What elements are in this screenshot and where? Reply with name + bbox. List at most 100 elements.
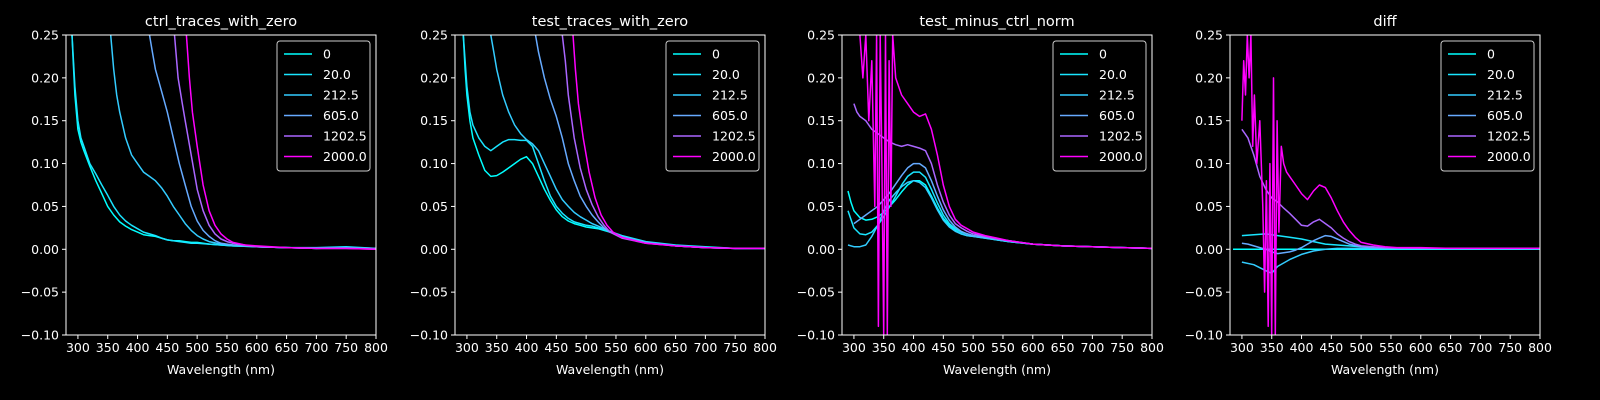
x-tick-label: 550 xyxy=(215,340,239,355)
y-tick-label: 0.20 xyxy=(807,70,835,85)
y-tick-label: −0.05 xyxy=(1185,285,1223,300)
x-tick-label: 800 xyxy=(1140,340,1164,355)
legend-label: 2000.0 xyxy=(1487,149,1531,164)
x-tick-label: 400 xyxy=(515,340,539,355)
legend: 0 20.0 212.5 605.0 1202.5 2000.0 xyxy=(665,40,760,172)
legend-box xyxy=(276,40,371,172)
y-tick-label: 0.00 xyxy=(1195,242,1223,257)
x-tick-label: 650 xyxy=(1439,340,1463,355)
legend: 0 20.0 212.5 605.0 1202.5 2000.0 xyxy=(1052,40,1147,172)
axes-frame xyxy=(65,34,377,336)
x-tick-label: 750 xyxy=(1110,340,1134,355)
x-tick-label: 750 xyxy=(1498,340,1522,355)
chart-panel-3: 300 350 400 450 500 550 600 650 700 750 800 −0.10 −0… xyxy=(797,14,1164,377)
series-group xyxy=(847,35,1152,335)
y-tick-label: 0.15 xyxy=(807,113,835,128)
y-tick-label: 0.25 xyxy=(807,28,835,43)
legend-box xyxy=(665,40,760,172)
series-group xyxy=(462,35,765,250)
series-line-2000-0 xyxy=(572,35,765,250)
y-tick-label: 0.05 xyxy=(420,199,448,214)
y-tick-label: 0.15 xyxy=(420,113,448,128)
x-tick-label: 700 xyxy=(693,340,717,355)
legend-box xyxy=(1052,40,1147,172)
x-tick-label: 600 xyxy=(634,340,658,355)
x-tick-label: 300 xyxy=(66,340,90,355)
x-tick-label: 350 xyxy=(485,340,509,355)
series-group xyxy=(1233,35,1540,335)
y-tick-label: 0.20 xyxy=(420,70,448,85)
x-tick-label: 300 xyxy=(842,340,866,355)
legend-label: 20.0 xyxy=(1487,67,1515,82)
legend-label: 20.0 xyxy=(712,67,740,82)
x-tick-label: 400 xyxy=(126,340,150,355)
series-line-2000-0 xyxy=(859,35,1152,335)
x-tick-label: 750 xyxy=(334,340,358,355)
legend: 0 20.0 212.5 605.0 1202.5 2000.0 xyxy=(276,40,371,172)
series-line-2000-0 xyxy=(185,35,376,251)
series-line-605-0 xyxy=(853,162,1152,250)
x-tick-label: 700 xyxy=(304,340,328,355)
legend-label: 0 xyxy=(1099,47,1107,62)
series-line-2000-0 xyxy=(1241,35,1540,335)
y-tick-label: −0.10 xyxy=(410,328,448,343)
chart-title: test_minus_ctrl_norm xyxy=(919,14,1074,30)
y-tick-label: 0.05 xyxy=(807,199,835,214)
legend-label: 605.0 xyxy=(712,108,748,123)
x-tick-label: 300 xyxy=(455,340,479,355)
x-tick-label: 600 xyxy=(1409,340,1433,355)
legend-label: 20.0 xyxy=(323,67,351,82)
y-tick-label: −0.10 xyxy=(21,328,59,343)
y-tick-label: 0.25 xyxy=(1195,28,1223,43)
x-tick-label: 550 xyxy=(604,340,628,355)
x-tick-label: 500 xyxy=(961,340,985,355)
series-line-20-0 xyxy=(847,171,1152,250)
x-tick-label: 450 xyxy=(931,340,955,355)
y-tick-label: −0.05 xyxy=(410,285,448,300)
x-tick-label: 500 xyxy=(1349,340,1373,355)
x-tick-label: 800 xyxy=(364,340,388,355)
legend-label: 0 xyxy=(1487,47,1495,62)
x-tick-label: 350 xyxy=(96,340,120,355)
legend-label: 2000.0 xyxy=(712,149,756,164)
x-tick-label: 550 xyxy=(1379,340,1403,355)
y-tick-label: 0.25 xyxy=(420,28,448,43)
y-tick-label: 0.05 xyxy=(1195,199,1223,214)
x-tick-label: 800 xyxy=(753,340,777,355)
x-tick-label: 350 xyxy=(1260,340,1284,355)
legend-box xyxy=(1440,40,1535,172)
x-tick-label: 650 xyxy=(664,340,688,355)
legend: 0 20.0 212.5 605.0 1202.5 2000.0 xyxy=(1440,40,1535,172)
x-tick-label: 650 xyxy=(275,340,299,355)
y-tick-label: −0.10 xyxy=(1185,328,1223,343)
axes-frame xyxy=(454,34,766,336)
y-tick-label: 0.10 xyxy=(807,156,835,171)
chart-title: ctrl_traces_with_zero xyxy=(145,14,297,30)
x-tick-label: 600 xyxy=(245,340,269,355)
y-tick-label: 0.25 xyxy=(31,28,59,43)
y-tick-label: −0.05 xyxy=(797,285,835,300)
y-tick-label: 0.15 xyxy=(1195,113,1223,128)
chart-panel-4: 300 350 400 450 500 550 600 650 700 750 800 −0.10 −0… xyxy=(1185,14,1552,377)
series-line-20-0 xyxy=(1241,233,1540,250)
legend-label: 0 xyxy=(712,47,720,62)
chart-title: diff xyxy=(1373,14,1397,30)
chart-panel-1: 300 350 400 450 500 550 600 650 700 750 800 −0.10 −0… xyxy=(21,14,388,377)
x-tick-label: 800 xyxy=(1528,340,1552,355)
x-tick-label: 600 xyxy=(1021,340,1045,355)
y-tick-label: 0.00 xyxy=(420,242,448,257)
legend-label: 605.0 xyxy=(1487,108,1523,123)
series-line-20-0 xyxy=(71,35,376,250)
x-tick-label: 700 xyxy=(1468,340,1492,355)
x-axis-label: Wavelength (nm) xyxy=(1331,362,1439,377)
x-tick-label: 300 xyxy=(1230,340,1254,355)
legend-label: 1202.5 xyxy=(1487,129,1531,144)
x-tick-label: 400 xyxy=(902,340,926,355)
x-tick-label: 400 xyxy=(1290,340,1314,355)
y-tick-label: 0.10 xyxy=(420,156,448,171)
y-tick-label: 0.05 xyxy=(31,199,59,214)
x-tick-label: 500 xyxy=(185,340,209,355)
legend-label: 212.5 xyxy=(712,88,748,103)
x-tick-label: 750 xyxy=(723,340,747,355)
